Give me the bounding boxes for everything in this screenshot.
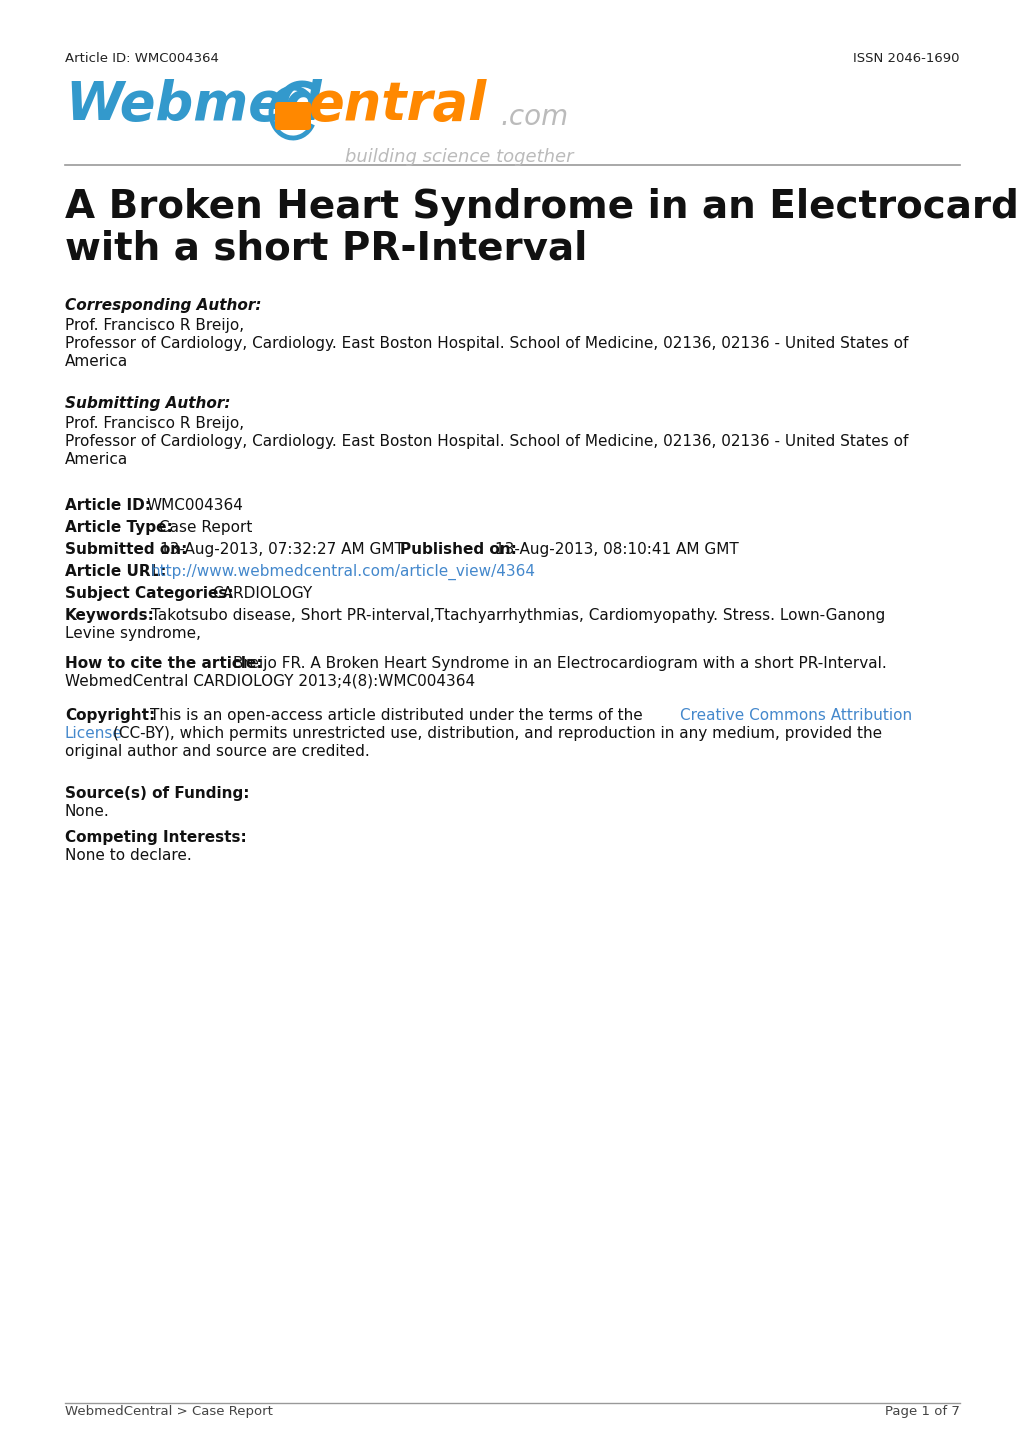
Text: http://www.webmedcentral.com/article_view/4364: http://www.webmedcentral.com/article_vie… <box>151 564 535 580</box>
Text: WebmedCentral CARDIOLOGY 2013;4(8):WMC004364: WebmedCentral CARDIOLOGY 2013;4(8):WMC00… <box>65 673 475 689</box>
Text: Prof. Francisco R Breijo,: Prof. Francisco R Breijo, <box>65 415 244 431</box>
Text: A Broken Heart Syndrome in an Electrocardiogram: A Broken Heart Syndrome in an Electrocar… <box>65 187 1019 226</box>
Text: This is an open-access article distributed under the terms of the: This is an open-access article distribut… <box>150 708 647 722</box>
Text: 13-Aug-2013, 07:32:27 AM GMT: 13-Aug-2013, 07:32:27 AM GMT <box>160 542 404 557</box>
Text: Page 1 of 7: Page 1 of 7 <box>884 1405 959 1417</box>
Text: entral: entral <box>308 79 486 131</box>
Text: Creative Commons Attribution: Creative Commons Attribution <box>680 708 911 722</box>
Text: with a short PR-Interval: with a short PR-Interval <box>65 231 587 268</box>
Text: Article Type:: Article Type: <box>65 521 172 535</box>
Text: .com: .com <box>499 102 568 131</box>
Text: Submitting Author:: Submitting Author: <box>65 397 230 411</box>
Text: building science together: building science together <box>344 149 573 166</box>
Text: original author and source are credited.: original author and source are credited. <box>65 744 370 758</box>
Text: America: America <box>65 451 128 467</box>
Text: Takotsubo disease, Short PR-interval,Ttachyarrhythmias, Cardiomyopathy. Stress. : Takotsubo disease, Short PR-interval,Tta… <box>151 609 884 623</box>
Text: None to declare.: None to declare. <box>65 848 192 862</box>
Text: Competing Interests:: Competing Interests: <box>65 831 247 845</box>
Text: Published on:: Published on: <box>399 542 517 557</box>
Text: 13-Aug-2013, 08:10:41 AM GMT: 13-Aug-2013, 08:10:41 AM GMT <box>494 542 738 557</box>
Text: Breijo FR. A Broken Heart Syndrome in an Electrocardiogram with a short PR-Inter: Breijo FR. A Broken Heart Syndrome in an… <box>232 656 886 671</box>
Text: Case Report: Case Report <box>159 521 252 535</box>
Text: Webmed: Webmed <box>65 79 321 131</box>
Text: Keywords:: Keywords: <box>65 609 155 623</box>
Text: Professor of Cardiology, Cardiology. East Boston Hospital. School of Medicine, 0: Professor of Cardiology, Cardiology. Eas… <box>65 434 908 448</box>
Text: How to cite the article:: How to cite the article: <box>65 656 262 671</box>
Text: Submitted on:: Submitted on: <box>65 542 187 557</box>
Text: Source(s) of Funding:: Source(s) of Funding: <box>65 786 250 800</box>
Text: Copyright:: Copyright: <box>65 708 155 722</box>
Text: Article ID: WMC004364: Article ID: WMC004364 <box>65 52 219 65</box>
Text: (CC-BY), which permits unrestricted use, distribution, and reproduction in any m: (CC-BY), which permits unrestricted use,… <box>113 725 881 741</box>
Text: Levine syndrome,: Levine syndrome, <box>65 626 201 642</box>
Text: Professor of Cardiology, Cardiology. East Boston Hospital. School of Medicine, 0: Professor of Cardiology, Cardiology. Eas… <box>65 336 908 350</box>
Text: None.: None. <box>65 805 110 819</box>
Text: Article ID:: Article ID: <box>65 497 151 513</box>
Text: Prof. Francisco R Breijo,: Prof. Francisco R Breijo, <box>65 319 244 333</box>
Text: ISSN 2046-1690: ISSN 2046-1690 <box>853 52 959 65</box>
Text: WebmedCentral > Case Report: WebmedCentral > Case Report <box>65 1405 273 1417</box>
Text: License: License <box>65 725 122 741</box>
Text: CARDIOLOGY: CARDIOLOGY <box>212 585 312 601</box>
Text: Corresponding Author:: Corresponding Author: <box>65 298 261 313</box>
Text: WMC004364: WMC004364 <box>147 497 244 513</box>
Text: America: America <box>65 353 128 369</box>
Text: Subject Categories:: Subject Categories: <box>65 585 233 601</box>
FancyBboxPatch shape <box>275 102 311 130</box>
Text: C: C <box>275 79 314 131</box>
Text: Article URL:: Article URL: <box>65 564 166 580</box>
